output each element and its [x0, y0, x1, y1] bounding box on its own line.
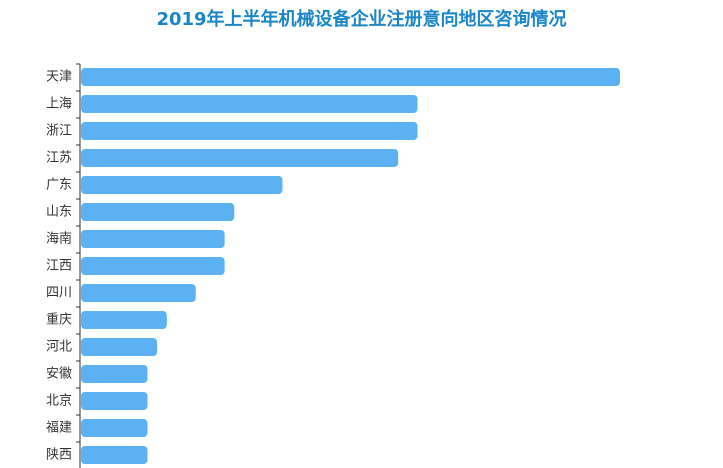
y-tick-label: 上海 [46, 97, 72, 112]
y-tick-label: 天津 [46, 70, 72, 85]
y-tick-label: 北京 [46, 394, 72, 409]
bar-9 [81, 284, 196, 302]
bar-14 [81, 419, 148, 437]
bars-group [81, 68, 620, 464]
y-tick-label: 江苏 [46, 150, 72, 166]
y-tick-label: 福建 [46, 421, 72, 436]
y-tick-label: 海南 [46, 231, 72, 247]
y-tick-label: 广东 [46, 178, 72, 193]
y-tick-label: 山东 [46, 205, 72, 220]
y-axis [76, 63, 81, 468]
bar-10 [81, 311, 167, 329]
y-tick-label: 河北 [46, 340, 72, 355]
y-tick-label: 江西 [46, 259, 72, 274]
bar-13 [81, 392, 148, 410]
chart-title: 2019年上半年机械设备企业注册意向地区咨询情况 [156, 9, 567, 30]
bar-1 [81, 68, 620, 86]
bar-8 [81, 257, 225, 275]
y-tick-label: 浙江 [46, 124, 72, 139]
bar-3 [81, 122, 418, 140]
bar-2 [81, 95, 418, 113]
y-tick-label: 四川 [46, 286, 72, 301]
bar-15 [81, 446, 148, 464]
bar-7 [81, 230, 225, 248]
y-tick-label: 安徽 [46, 367, 72, 382]
bar-5 [81, 176, 283, 194]
bar-11 [81, 338, 158, 356]
bar-4 [81, 149, 399, 167]
y-tick-label: 重庆 [46, 312, 72, 328]
bar-6 [81, 203, 235, 221]
y-tick-label: 陕西 [46, 448, 72, 463]
bar-12 [81, 365, 148, 383]
